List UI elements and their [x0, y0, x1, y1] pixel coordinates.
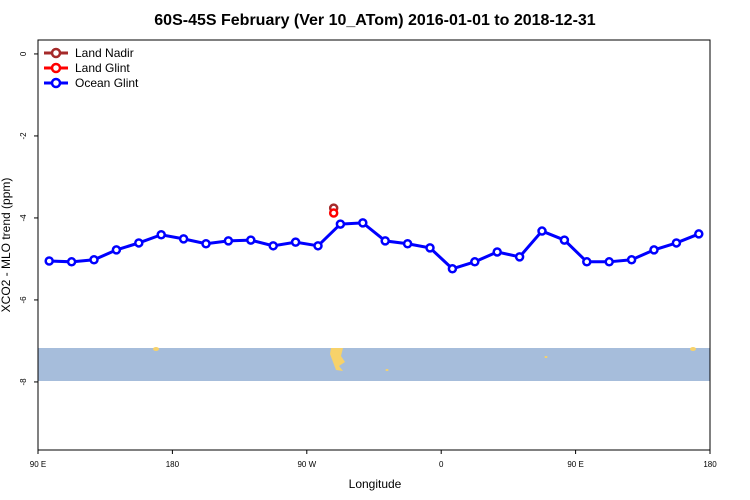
x-tick-label: 0	[439, 460, 444, 469]
data-point	[246, 235, 256, 245]
data-point	[223, 236, 234, 246]
data-point	[268, 241, 278, 251]
data-point	[44, 256, 54, 266]
data-point	[201, 239, 211, 249]
data-point	[492, 247, 502, 257]
data-point	[694, 229, 704, 239]
data-point	[290, 237, 301, 247]
x-axis-label: Longitude	[349, 477, 402, 491]
plot-frame	[37, 39, 711, 451]
data-point	[66, 257, 77, 267]
data-point	[559, 235, 570, 245]
data-point	[514, 252, 525, 262]
legend-label: Land Glint	[75, 61, 130, 75]
data-point	[134, 238, 144, 248]
series-line	[49, 221, 700, 271]
chart-title: 60S-45S February (Ver 10_ATom) 2016-01-0…	[154, 12, 596, 29]
y-tick-label: -2	[19, 132, 28, 140]
data-point	[649, 245, 659, 255]
data-point	[582, 257, 592, 267]
map-strip	[38, 348, 710, 381]
data-point	[470, 257, 480, 267]
y-tick-label: -4	[19, 214, 28, 222]
data-point	[425, 243, 435, 253]
data-point	[178, 234, 189, 244]
x-tick-label: 90 W	[297, 460, 316, 469]
y-axis-label: XCO2 - MLO trend (ppm)	[0, 178, 13, 313]
data-point	[89, 255, 99, 265]
data-point	[328, 208, 339, 218]
x-tick-label: 180	[703, 460, 717, 469]
legend-marker	[50, 62, 62, 74]
data-point	[537, 226, 547, 236]
y-tick-label: -6	[19, 296, 28, 304]
data-point	[358, 218, 368, 228]
data-point	[335, 219, 346, 229]
data-point	[111, 245, 122, 255]
data-point	[447, 264, 458, 274]
x-tick-label: 90 E	[567, 460, 583, 469]
y-tick-label: -8	[19, 378, 28, 386]
legend-label: Ocean Glint	[75, 76, 139, 90]
data-point	[380, 236, 390, 246]
legend-marker	[50, 77, 62, 89]
data-point	[626, 255, 637, 265]
legend-label: Land Nadir	[75, 46, 134, 60]
y-tick-label: 0	[19, 51, 28, 56]
legend-marker	[50, 47, 62, 59]
x-tick-label: 180	[166, 460, 180, 469]
data-point	[156, 230, 166, 240]
land-shapes	[153, 347, 696, 371]
data-point	[313, 241, 323, 251]
data-point	[604, 257, 614, 267]
data-point	[402, 239, 413, 249]
x-tick-label: 90 E	[30, 460, 46, 469]
data-point	[671, 238, 682, 248]
